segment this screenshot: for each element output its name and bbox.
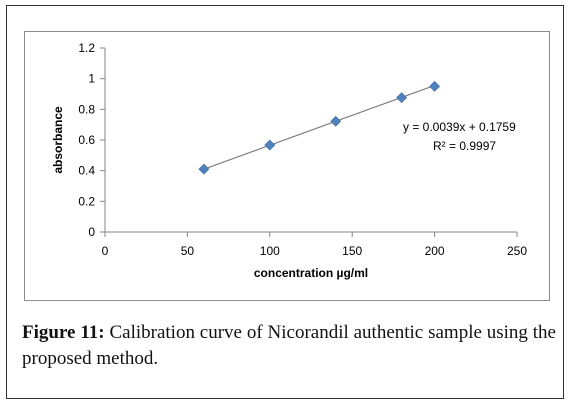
- caption-label: Figure 11:: [22, 322, 105, 343]
- x-tick-label: 100: [260, 244, 280, 258]
- x-tick-label: 150: [342, 244, 362, 258]
- data-point: [198, 163, 210, 175]
- y-tick-label: 0.6: [78, 133, 95, 147]
- x-tick-label: 0: [102, 244, 109, 258]
- trendline: [203, 84, 435, 170]
- data-point: [396, 92, 408, 104]
- y-tick-label: 1: [88, 72, 95, 86]
- x-tick-label: 50: [181, 244, 195, 258]
- data-point: [429, 80, 441, 92]
- x-tick-label: 200: [425, 244, 445, 258]
- y-tick-label: 0: [88, 225, 95, 239]
- data-point: [330, 115, 342, 127]
- y-axis-title: absorbance: [51, 106, 65, 174]
- x-tick-label: 250: [507, 244, 527, 258]
- data-points: [198, 80, 441, 175]
- trendline-layer: [203, 84, 435, 170]
- tick-labels: 0 0.2 0.4 0.6 0.8 1 1.2 0 50 100 150 200 250: [78, 41, 527, 258]
- caption-text: Calibration curve of Nicorandil authenti…: [22, 322, 556, 369]
- figure-caption: Figure 11: Calibration curve of Nicorand…: [22, 320, 556, 372]
- y-tick-label: 0.4: [78, 164, 95, 178]
- r-squared-annotation: R² = 0.9997: [433, 139, 496, 153]
- x-axis-title: concentration µg/ml: [254, 266, 368, 280]
- y-tick-label: 1.2: [78, 41, 95, 55]
- data-point: [264, 139, 276, 151]
- axes: [100, 47, 518, 237]
- chart-area: [24, 31, 550, 301]
- y-tick-label: 0.2: [78, 194, 95, 208]
- equation-annotation: y = 0.0039x + 0.1759: [403, 120, 516, 134]
- y-tick-label: 0.8: [78, 102, 95, 116]
